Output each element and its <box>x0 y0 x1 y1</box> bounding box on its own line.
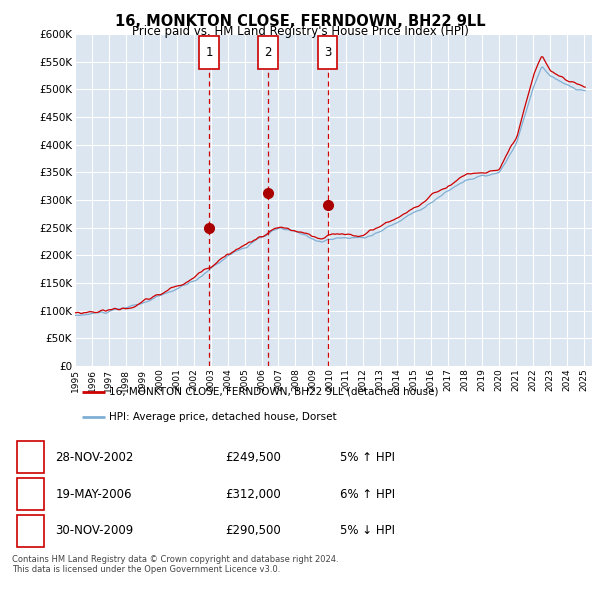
Text: Contains HM Land Registry data © Crown copyright and database right 2024.
This d: Contains HM Land Registry data © Crown c… <box>12 555 338 574</box>
Text: 1: 1 <box>205 46 213 59</box>
Text: 3: 3 <box>324 46 331 59</box>
Text: £290,500: £290,500 <box>225 525 281 537</box>
Text: 2: 2 <box>26 487 34 501</box>
FancyBboxPatch shape <box>258 36 278 69</box>
FancyBboxPatch shape <box>318 36 337 69</box>
Text: 16, MONKTON CLOSE, FERNDOWN, BH22 9LL (detached house): 16, MONKTON CLOSE, FERNDOWN, BH22 9LL (d… <box>109 386 439 396</box>
Text: 6% ↑ HPI: 6% ↑ HPI <box>340 487 395 501</box>
FancyBboxPatch shape <box>17 515 44 547</box>
Text: £312,000: £312,000 <box>225 487 281 501</box>
FancyBboxPatch shape <box>199 36 219 69</box>
Text: HPI: Average price, detached house, Dorset: HPI: Average price, detached house, Dors… <box>109 412 337 422</box>
Text: 3: 3 <box>27 525 34 537</box>
Text: 30-NOV-2009: 30-NOV-2009 <box>55 525 133 537</box>
FancyBboxPatch shape <box>17 441 44 473</box>
Text: 2: 2 <box>264 46 272 59</box>
Text: 16, MONKTON CLOSE, FERNDOWN, BH22 9LL: 16, MONKTON CLOSE, FERNDOWN, BH22 9LL <box>115 14 485 28</box>
Text: £249,500: £249,500 <box>225 451 281 464</box>
Text: Price paid vs. HM Land Registry's House Price Index (HPI): Price paid vs. HM Land Registry's House … <box>131 25 469 38</box>
Text: 19-MAY-2006: 19-MAY-2006 <box>55 487 132 501</box>
Text: 1: 1 <box>26 451 34 464</box>
Text: 28-NOV-2002: 28-NOV-2002 <box>55 451 134 464</box>
Text: 5% ↑ HPI: 5% ↑ HPI <box>340 451 395 464</box>
FancyBboxPatch shape <box>17 478 44 510</box>
Text: 5% ↓ HPI: 5% ↓ HPI <box>340 525 395 537</box>
